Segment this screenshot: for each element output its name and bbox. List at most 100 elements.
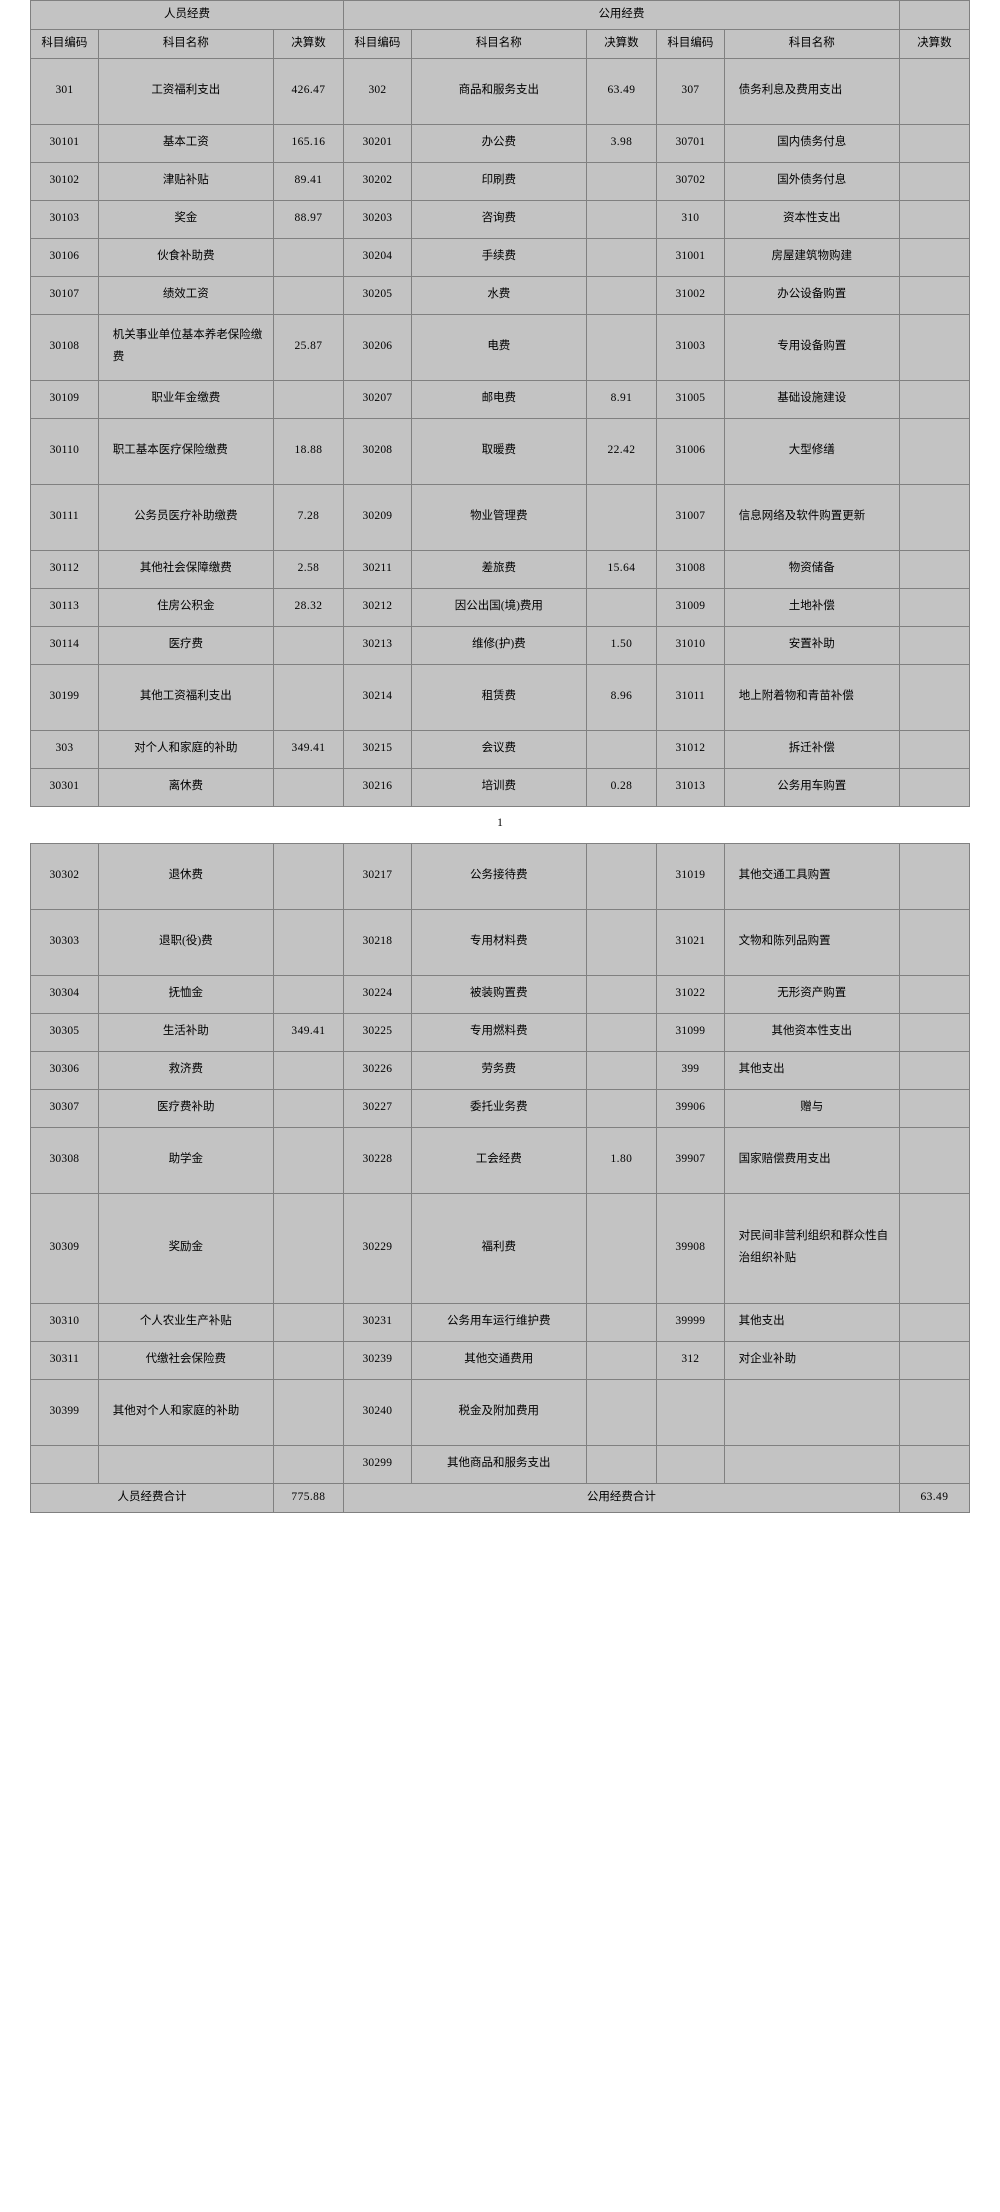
cell-subject-name [723, 1444, 900, 1484]
cell-subject-name: 国内债务付息 [723, 123, 900, 163]
cell-subject-code: 30227 [342, 1088, 412, 1128]
cell-subject-code: 30218 [342, 908, 412, 976]
column-header-row: 科目编码 科目名称 决算数 科目编码 科目名称 决算数 科目编码 科目名称 决算… [30, 28, 971, 59]
cell-subject-code: 30303 [30, 908, 99, 976]
cell-subject-code: 30224 [342, 974, 412, 1014]
cell-subject-code: 302 [343, 57, 412, 125]
table-row: 30110 职工基本医疗保险缴费 18.88 30208 取暖费 22.42 31006 大型… [30, 417, 971, 485]
cell-subject-code: 30201 [343, 123, 412, 163]
cell-subject-name: 邮电费 [410, 379, 587, 419]
table-row: 30111 公务员医疗补助缴费 7.28 30209 物业管理费 31007 信息网络及软件… [30, 483, 971, 551]
cell-subject-name: 基本工资 [97, 123, 274, 163]
total-personnel-label: 人员经费合计 [30, 1482, 274, 1513]
cell-subject-code: 30108 [30, 313, 99, 381]
cell-subject-code: 30307 [30, 1088, 99, 1128]
cell-subject-code: 30102 [30, 161, 99, 201]
header-amount-2: 决算数 [585, 28, 657, 59]
cell-subject-code [655, 1444, 725, 1484]
header-code-2: 科目编码 [343, 28, 412, 59]
table-row: 30399 其他对个人和家庭的补助 30240 税金及附加费用 [30, 1378, 971, 1446]
cell-final-amount [898, 625, 971, 665]
cell-final-amount [585, 1088, 657, 1128]
header-name-3: 科目名称 [723, 28, 900, 59]
cell-subject-code: 31011 [655, 663, 725, 731]
cell-subject-name: 被装购置费 [410, 974, 587, 1014]
cell-subject-name: 手续费 [410, 237, 587, 277]
table-row: 30102 津贴补贴 89.41 30202 印刷费 30702 国外债务付息 [30, 161, 971, 201]
cell-subject-name: 个人农业生产补贴 [97, 1302, 274, 1342]
cell-subject-name: 其他交通费用 [410, 1340, 587, 1380]
cell-final-amount [585, 237, 657, 277]
cell-subject-code: 30204 [343, 237, 412, 277]
cell-final-amount: 1.50 [585, 625, 657, 665]
cell-final-amount [272, 908, 344, 976]
cell-final-amount [898, 123, 971, 163]
table-row: 30308 助学金 30228 工会经费 1.80 39907 国家赔偿费用支出 [30, 1126, 971, 1194]
cell-subject-code: 30112 [30, 549, 99, 589]
cell-final-amount [272, 1378, 344, 1446]
cell-final-amount [272, 1444, 344, 1484]
cell-subject-name: 差旅费 [410, 549, 587, 589]
table-row: 30299 其他商品和服务支出 [30, 1444, 971, 1484]
cell-final-amount: 349.41 [272, 1012, 344, 1052]
cell-final-amount: 8.91 [585, 379, 657, 419]
cell-subject-name: 水费 [410, 275, 587, 315]
cell-final-amount [585, 729, 657, 769]
cell-subject-code: 30207 [343, 379, 412, 419]
header-code-3: 科目编码 [655, 28, 725, 59]
cell-subject-code: 30211 [343, 549, 412, 589]
cell-final-amount: 25.87 [272, 313, 345, 381]
cell-final-amount [898, 417, 971, 485]
group-header-public: 公用经费 [343, 0, 900, 30]
cell-subject-name: 津贴补贴 [97, 161, 274, 201]
cell-final-amount [272, 767, 345, 807]
cell-subject-code: 307 [655, 57, 725, 125]
cell-subject-name: 生活补助 [97, 1012, 274, 1052]
cell-final-amount [898, 587, 971, 627]
table-body-page-2: 30302 退休费 30217 公务接待费 31019 其他交通工具购置 30303 退职(役… [30, 842, 971, 1484]
table-row: 30309 奖励金 30229 福利费 39908 对民间非营利组织和群众性自治组织补贴 [30, 1192, 971, 1304]
cell-subject-code: 30101 [30, 123, 99, 163]
cell-final-amount [272, 275, 345, 315]
cell-subject-name: 抚恤金 [97, 974, 274, 1014]
cell-subject-code: 30215 [343, 729, 412, 769]
cell-final-amount [585, 275, 657, 315]
cell-final-amount [898, 275, 971, 315]
cell-final-amount [585, 161, 657, 201]
cell-subject-name: 大型修缮 [723, 417, 900, 485]
cell-final-amount [898, 1050, 971, 1090]
cell-subject-name: 其他支出 [723, 1050, 900, 1090]
cell-subject-name: 信息网络及软件购置更新 [723, 483, 900, 551]
cell-final-amount: 2.58 [272, 549, 345, 589]
cell-subject-code: 30209 [343, 483, 412, 551]
cell-subject-name: 住房公积金 [97, 587, 274, 627]
cell-subject-name: 专用材料费 [410, 908, 587, 976]
cell-subject-code: 301 [30, 57, 99, 125]
cell-subject-code: 30240 [342, 1378, 412, 1446]
cell-subject-code: 30306 [30, 1050, 99, 1090]
cell-final-amount [272, 1050, 344, 1090]
cell-final-amount [585, 1050, 657, 1090]
table-row: 30109 职业年金缴费 30207 邮电费 8.91 31005 基础设施建设 [30, 379, 971, 419]
cell-subject-name: 其他支出 [723, 1302, 900, 1342]
cell-subject-name: 工资福利支出 [97, 57, 274, 125]
cell-final-amount [898, 1088, 971, 1128]
cell-subject-code: 39907 [655, 1126, 725, 1194]
cell-final-amount [898, 1192, 971, 1304]
cell-subject-code: 31099 [655, 1012, 725, 1052]
cell-subject-code: 31002 [655, 275, 725, 315]
cell-subject-name: 专用燃料费 [410, 1012, 587, 1052]
sheet-page-1: 人员经费 公用经费 科目编码 科目名称 决算数 科目编码 科目名称 决算数 科目… [0, 0, 1000, 843]
cell-subject-code: 30301 [30, 767, 99, 807]
cell-subject-name: 债务利息及费用支出 [723, 57, 900, 125]
cell-subject-code: 30311 [30, 1340, 99, 1380]
cell-subject-code: 399 [655, 1050, 725, 1090]
table-row: 30302 退休费 30217 公务接待费 31019 其他交通工具购置 [30, 842, 971, 910]
cell-final-amount [272, 1192, 344, 1304]
table-row: 30310 个人农业生产补贴 30231 公务用车运行维护费 39999 其他支出 [30, 1302, 971, 1342]
table-row: 303 对个人和家庭的补助 349.41 30215 会议费 31012 拆迁补偿 [30, 729, 971, 769]
cell-final-amount: 426.47 [272, 57, 345, 125]
cell-final-amount: 22.42 [585, 417, 657, 485]
table-row: 30304 抚恤金 30224 被装购置费 31022 无形资产购置 [30, 974, 971, 1014]
cell-subject-code: 31019 [655, 842, 725, 910]
